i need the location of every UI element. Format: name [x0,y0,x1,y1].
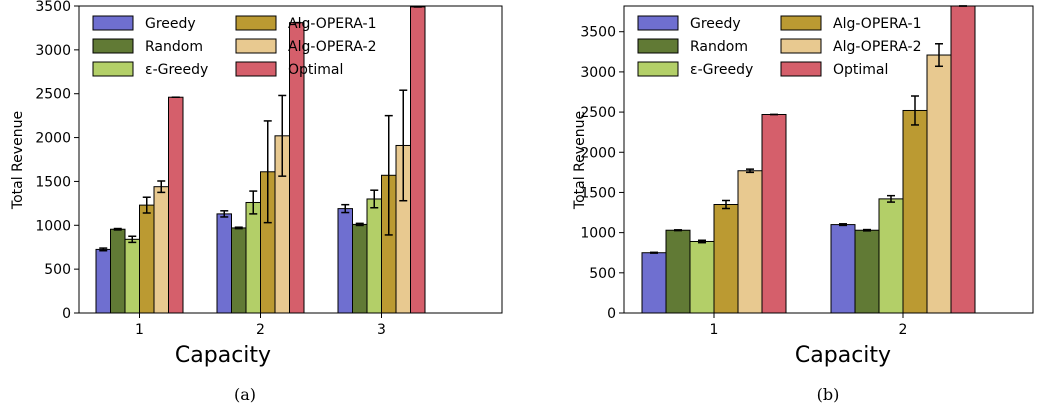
legend-swatch [92,15,134,31]
bar [410,6,426,314]
bar [139,204,155,314]
legend-label: Alg-OPERA-1 [833,16,922,32]
legend-label: Alg-OPERA-2 [288,39,377,55]
legend-label: Alg-OPERA-1 [288,16,377,32]
bar [902,109,928,314]
legend-swatch [637,15,679,31]
legend-label: Optimal [288,62,343,78]
legend-swatch [637,38,679,54]
x-tick-label: 3 [377,322,386,338]
bar [761,113,787,314]
bar [110,228,126,314]
y-axis-label: Total Revenue [10,111,26,210]
y-axis-label: Total Revenue [572,111,588,210]
y-tick-label: 0 [62,306,71,322]
y-tick-label: 0 [607,306,616,322]
legend-swatch [235,38,277,54]
y-tick-label: 500 [44,262,71,278]
bar [830,224,856,314]
bar [95,248,111,314]
bar [737,170,763,314]
legend-swatch [92,61,134,77]
y-tick-label: 1500 [35,174,71,190]
bar [153,186,169,314]
x-tick-label: 1 [135,322,144,338]
legend: Greedy Random ε-Greedy Alg-OPERA-1 Alg-OPERA… [92,15,377,78]
subfigure-caption: (b) [817,385,840,404]
y-tick-label: 3500 [35,0,71,15]
y-tick-label: 1000 [580,226,616,242]
plot-frame [78,5,503,314]
bar [366,198,382,314]
y-tick-label: 2500 [580,105,616,121]
legend-label: Greedy [690,16,741,32]
bar [124,238,140,314]
bar [352,223,368,314]
legend-label: Greedy [145,16,196,32]
bar [689,240,715,314]
y-tick-label: 2000 [580,145,616,161]
legend-swatch [637,61,679,77]
x-tick-label: 1 [710,322,719,338]
y-tick-label: 3000 [580,65,616,81]
chart-0: 0 500 1000 1500 2000 2500 3000 3500 1 2 3 Capacity T… [10,0,503,404]
legend-label: ε-Greedy [145,62,208,78]
y-tick-label: 500 [589,266,616,282]
y-tick-label: 3000 [35,43,71,59]
bar [641,252,667,314]
legend-swatch [92,38,134,54]
legend-swatch [780,38,822,54]
x-tick-label: 2 [256,322,265,338]
legend-swatch [780,15,822,31]
bar [854,229,880,314]
bar [926,54,952,314]
bar [950,5,976,314]
bar [665,229,691,314]
bar [878,198,904,314]
legend: Greedy Random ε-Greedy Alg-OPERA-1 Alg-OPERA… [637,15,922,78]
x-axis-label: Capacity [795,343,891,368]
legend-label: Random [145,39,203,55]
bar [245,201,261,314]
bar [168,96,184,314]
legend-label: Optimal [833,62,888,78]
y-tick-label: 1500 [580,185,616,201]
bar [231,227,247,314]
x-tick-label: 2 [899,322,908,338]
x-axis-label: Capacity [175,343,271,368]
y-tick-label: 2000 [35,131,71,147]
bar [713,204,739,314]
legend-label: Random [690,39,748,55]
legend-swatch [235,61,277,77]
plot-frame [623,5,1034,314]
legend-label: ε-Greedy [690,62,753,78]
legend-swatch [780,61,822,77]
subfigure-caption: (a) [234,385,256,404]
y-tick-label: 2500 [35,87,71,103]
bar [337,208,353,314]
bar [216,213,232,314]
legend-swatch [235,15,277,31]
y-tick-label: 1000 [35,218,71,234]
chart-1: 0 500 1000 1500 2000 2500 3000 3500 1 2 Capacity To… [572,5,1034,404]
legend-label: Alg-OPERA-2 [833,39,922,55]
y-tick-label: 3500 [580,25,616,41]
